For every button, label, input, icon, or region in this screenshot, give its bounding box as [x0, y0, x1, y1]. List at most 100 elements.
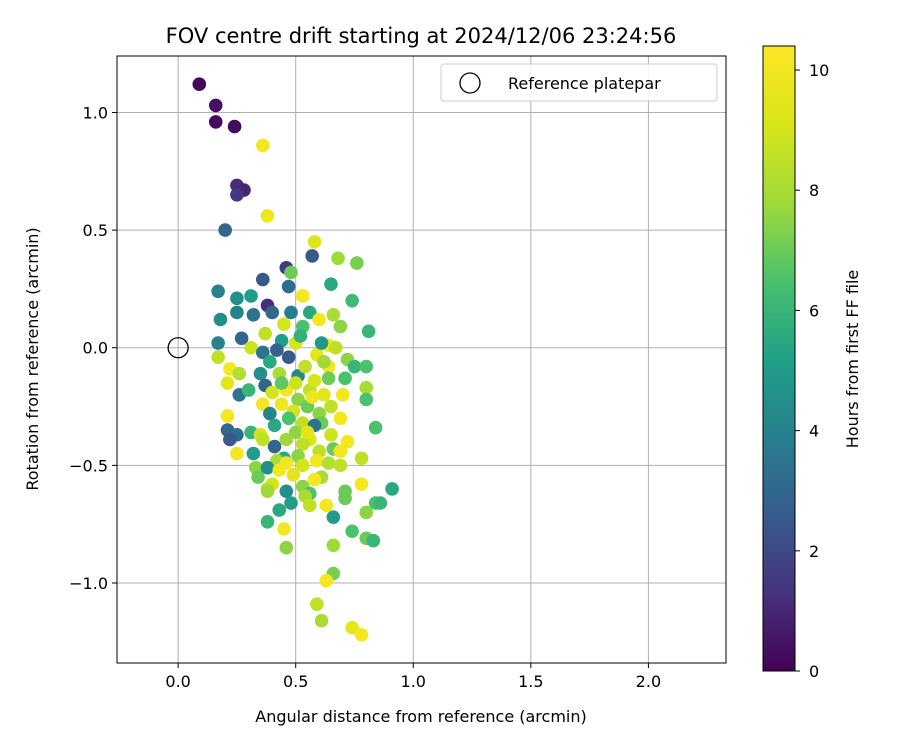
data-point — [279, 484, 294, 499]
x-tick-label: 0.5 — [283, 672, 308, 691]
data-point — [359, 380, 374, 395]
data-point — [317, 387, 331, 402]
y-axis-label: Rotation from reference (arcmin) — [23, 227, 42, 490]
data-point — [279, 432, 294, 447]
x-tick-label: 0.0 — [165, 672, 190, 691]
data-point — [255, 397, 270, 412]
data-point — [265, 385, 279, 400]
legend-marker-icon — [459, 72, 481, 94]
data-point — [321, 371, 336, 386]
colorbar-tick-label: 10 — [809, 61, 829, 80]
data-point — [211, 284, 225, 299]
data-point — [307, 235, 322, 249]
data-point — [338, 371, 352, 386]
data-point — [328, 340, 343, 355]
data-point — [324, 427, 338, 442]
data-point — [244, 289, 258, 303]
data-point — [359, 392, 374, 407]
data-point — [293, 329, 308, 343]
data-point — [255, 345, 270, 360]
data-point — [338, 491, 352, 506]
data-point — [230, 188, 244, 202]
data-point — [267, 439, 282, 454]
data-point — [284, 496, 298, 510]
data-point — [246, 307, 261, 322]
data-point — [324, 277, 338, 292]
data-point — [307, 373, 322, 388]
data-point — [359, 505, 374, 520]
data-point — [373, 496, 388, 510]
x-tick-label: 2.0 — [636, 672, 661, 691]
data-point — [213, 312, 228, 327]
data-point — [331, 251, 345, 266]
x-tick-label: 1.0 — [401, 672, 426, 691]
data-point — [295, 289, 310, 303]
data-point — [255, 138, 270, 153]
data-point — [272, 463, 287, 477]
data-point — [347, 359, 362, 374]
data-point — [277, 522, 291, 536]
data-point — [312, 312, 327, 327]
data-point — [319, 573, 334, 588]
data-point — [258, 326, 272, 341]
data-point — [295, 458, 310, 473]
data-point — [284, 265, 298, 280]
data-point — [265, 305, 279, 320]
data-point — [192, 77, 207, 92]
data-point — [333, 411, 348, 426]
reference-point — [167, 337, 189, 359]
data-point — [303, 498, 317, 513]
data-point — [303, 305, 317, 320]
legend-entry-reference: Reference platepar — [508, 74, 661, 93]
legend-box — [440, 63, 718, 102]
y-tick-label: −0.5 — [69, 456, 108, 475]
data-point — [354, 451, 369, 466]
data-point — [281, 350, 296, 364]
data-point — [326, 510, 341, 524]
data-point — [319, 498, 334, 513]
y-tick-label: −1.0 — [69, 574, 108, 593]
data-point — [340, 435, 355, 449]
data-point — [272, 503, 287, 517]
data-point — [260, 460, 275, 475]
data-point — [345, 620, 359, 635]
data-point — [305, 390, 319, 404]
data-point — [220, 409, 235, 423]
plot-frame — [116, 55, 727, 664]
colorbar: 0 2 4 6 8 10 Hours from first FF file — [762, 45, 862, 681]
data-point — [267, 418, 282, 433]
colorbar-label: Hours from first FF file — [843, 270, 862, 449]
chart-title: FOV centre drift starting at 2024/12/06 … — [166, 24, 677, 48]
data-point — [326, 307, 341, 322]
data-point — [314, 613, 329, 628]
data-point — [263, 406, 277, 421]
data-point — [288, 376, 303, 390]
data-point — [326, 538, 341, 553]
data-point — [288, 425, 303, 440]
data-point — [274, 376, 289, 390]
data-point — [253, 366, 268, 381]
colorbar-ticks: 0 2 4 6 8 10 — [795, 61, 829, 681]
data-point — [241, 383, 256, 397]
data-point — [277, 317, 291, 332]
colorbar-tick-label: 4 — [809, 422, 819, 441]
data-point — [279, 540, 294, 555]
data-point — [350, 256, 364, 270]
data-point — [211, 350, 225, 364]
data-point — [260, 209, 275, 223]
data-point — [255, 272, 270, 287]
data-point — [281, 411, 296, 426]
data-point — [359, 359, 374, 374]
data-point — [218, 223, 232, 237]
y-axis-ticks: −1.0 −0.5 0.0 0.5 1.0 — [69, 103, 117, 593]
data-point — [333, 444, 348, 459]
data-point — [234, 331, 249, 346]
data-point — [305, 249, 319, 263]
data-point — [310, 597, 324, 611]
data-point — [366, 533, 381, 548]
data-point — [284, 305, 298, 320]
data-point — [223, 432, 237, 447]
data-point — [300, 425, 315, 440]
data-point — [354, 477, 369, 491]
